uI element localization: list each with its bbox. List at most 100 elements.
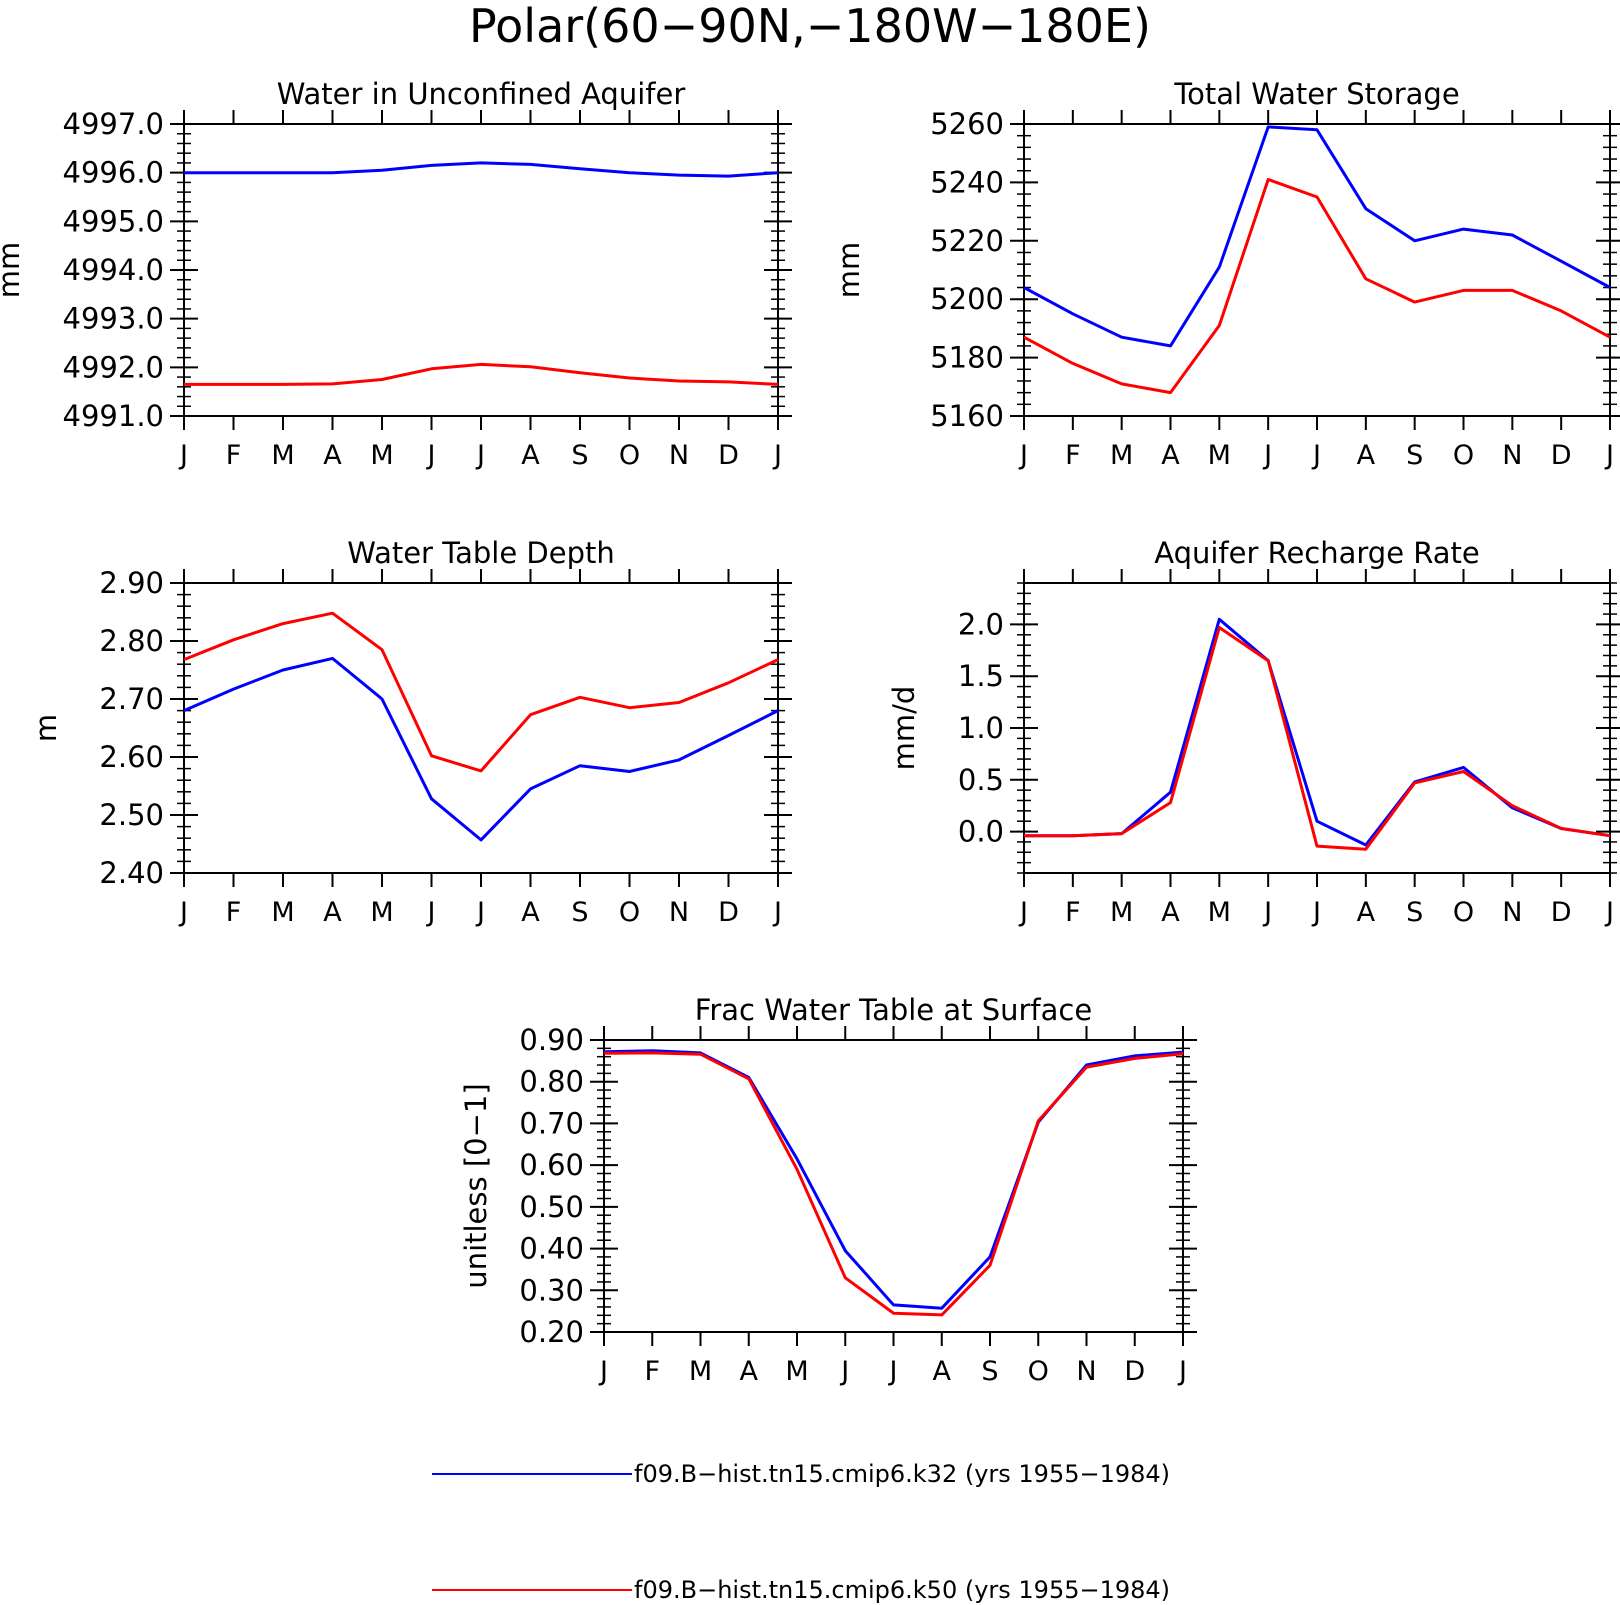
x-tick-label: D bbox=[1551, 440, 1572, 471]
figure-title: Polar(60−90N,−180W−180E) bbox=[469, 0, 1151, 53]
x-tick-label: D bbox=[1124, 1356, 1145, 1387]
y-tick-label: 4996.0 bbox=[63, 156, 164, 190]
x-tick-label: N bbox=[1502, 440, 1522, 471]
x-tick-label: J bbox=[772, 897, 782, 928]
series-line-k50 bbox=[183, 611, 779, 773]
y-tick-label: 2.70 bbox=[99, 682, 164, 716]
x-tick-label: J bbox=[475, 897, 485, 928]
chart-title: Total Water Storage bbox=[1173, 77, 1459, 111]
y-tick-label: 0.70 bbox=[519, 1106, 584, 1140]
y-tick-label: 5260 bbox=[930, 107, 1004, 141]
x-tick-label: S bbox=[571, 897, 588, 928]
x-tick-label: M bbox=[370, 897, 393, 928]
x-tick-label: J bbox=[1177, 1356, 1187, 1387]
y-tick-label: 5200 bbox=[930, 282, 1004, 316]
series-line-k32 bbox=[184, 161, 779, 178]
y-tick-label: 0.20 bbox=[519, 1315, 584, 1349]
x-tick-label: O bbox=[1028, 1356, 1049, 1387]
x-tick-label: S bbox=[1406, 440, 1423, 471]
series-line-k32 bbox=[183, 656, 779, 842]
x-tick-label: M bbox=[785, 1356, 808, 1387]
y-tick-label: 2.60 bbox=[99, 740, 164, 774]
y-tick-label: 5240 bbox=[930, 165, 1004, 199]
y-tick-label: 4992.0 bbox=[63, 350, 164, 384]
x-tick-label: D bbox=[718, 440, 739, 471]
legend: f09.B−hist.tn15.cmip6.k32 (yrs 1955−1984… bbox=[432, 1460, 1170, 1604]
x-tick-label: D bbox=[718, 897, 739, 928]
y-tick-label: 0.80 bbox=[519, 1065, 584, 1099]
x-tick-label: J bbox=[1604, 440, 1614, 471]
x-tick-label: S bbox=[981, 1356, 998, 1387]
y-tick-label: 0.60 bbox=[519, 1148, 584, 1182]
y-tick-label: 0.30 bbox=[519, 1273, 584, 1307]
series-line-k32 bbox=[603, 1049, 1184, 1310]
y-axis-label: mm bbox=[0, 242, 26, 299]
x-tick-label: J bbox=[1018, 897, 1028, 928]
y-tick-label: 0.50 bbox=[519, 1190, 584, 1224]
x-tick-label: N bbox=[1076, 1356, 1096, 1387]
y-tick-label: 2.50 bbox=[99, 798, 164, 832]
x-tick-label: J bbox=[1262, 897, 1272, 928]
x-tick-label: A bbox=[323, 897, 342, 928]
x-tick-label: A bbox=[933, 1356, 952, 1387]
chart-title: Water in Unconfined Aquifer bbox=[277, 77, 686, 111]
x-tick-label: M bbox=[1208, 897, 1231, 928]
plot-frame bbox=[1023, 582, 1611, 874]
x-tick-label: N bbox=[1502, 897, 1522, 928]
x-tick-label: J bbox=[178, 897, 188, 928]
x-tick-label: J bbox=[426, 897, 436, 928]
y-tick-label: 2.90 bbox=[99, 566, 164, 600]
x-tick-label: M bbox=[689, 1356, 712, 1387]
x-tick-label: J bbox=[888, 1356, 898, 1387]
chart-title: Frac Water Table at Surface bbox=[695, 993, 1092, 1027]
x-tick-label: J bbox=[1262, 440, 1272, 471]
x-tick-label: A bbox=[740, 1356, 759, 1387]
x-tick-label: M bbox=[370, 440, 393, 471]
x-tick-label: S bbox=[571, 440, 588, 471]
plot-frame bbox=[183, 123, 779, 417]
y-tick-label: 5160 bbox=[930, 399, 1004, 433]
x-tick-label: M bbox=[271, 897, 294, 928]
x-tick-label: J bbox=[772, 440, 782, 471]
x-tick-label: A bbox=[1357, 897, 1376, 928]
plot-frame bbox=[603, 1039, 1184, 1333]
y-axis-label: unitless [0−1] bbox=[459, 1083, 493, 1288]
x-tick-label: J bbox=[1311, 440, 1321, 471]
x-tick-label: J bbox=[1018, 440, 1028, 471]
y-tick-label: 5220 bbox=[930, 224, 1004, 258]
chart-title: Water Table Depth bbox=[347, 536, 615, 570]
y-tick-label: 4995.0 bbox=[63, 204, 164, 238]
x-tick-label: F bbox=[226, 897, 242, 928]
y-tick-label: 4991.0 bbox=[63, 399, 164, 433]
plot-frame bbox=[1023, 123, 1611, 417]
y-tick-label: 0.40 bbox=[519, 1232, 584, 1266]
x-tick-label: J bbox=[426, 440, 436, 471]
x-tick-label: O bbox=[619, 440, 640, 471]
x-tick-label: M bbox=[271, 440, 294, 471]
x-tick-label: S bbox=[1406, 897, 1423, 928]
x-tick-label: A bbox=[1161, 897, 1180, 928]
x-tick-label: J bbox=[475, 440, 485, 471]
x-tick-label: O bbox=[1453, 440, 1474, 471]
x-tick-label: J bbox=[178, 440, 188, 471]
x-tick-label: M bbox=[1110, 440, 1133, 471]
y-tick-label: 2.80 bbox=[99, 624, 164, 658]
series-line-k50 bbox=[1023, 178, 1611, 395]
x-tick-label: F bbox=[226, 440, 242, 471]
x-tick-label: A bbox=[1161, 440, 1180, 471]
x-tick-label: N bbox=[669, 897, 689, 928]
series-line-k50 bbox=[1024, 626, 1611, 851]
x-tick-label: O bbox=[619, 897, 640, 928]
y-tick-label: 5180 bbox=[930, 341, 1004, 375]
x-tick-label: N bbox=[669, 440, 689, 471]
y-axis-label: mm/d bbox=[887, 686, 921, 771]
chart-title: Aquifer Recharge Rate bbox=[1154, 536, 1480, 570]
y-tick-label: 1.5 bbox=[958, 659, 1004, 693]
x-tick-label: M bbox=[1208, 440, 1231, 471]
